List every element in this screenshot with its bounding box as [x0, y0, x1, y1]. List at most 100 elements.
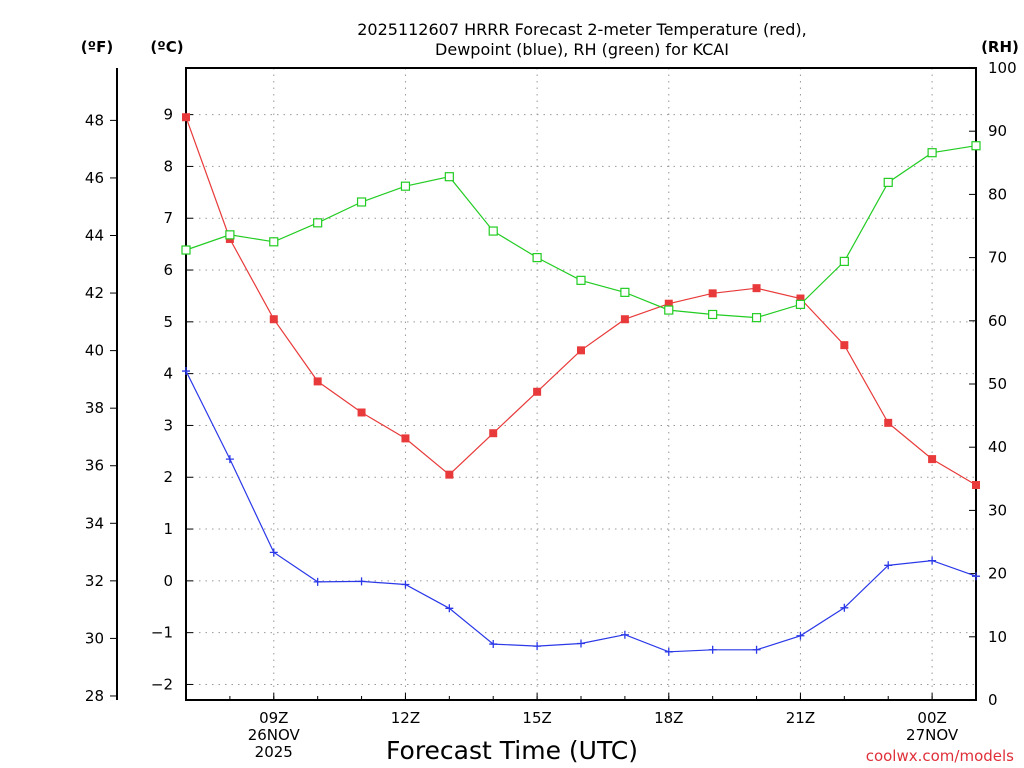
data-point	[796, 631, 805, 640]
data-point	[664, 299, 673, 308]
chart-title-line2: Dewpoint (blue), RH (green) for KCAI	[435, 40, 729, 59]
fahrenheit-tick-label: 32	[85, 572, 104, 590]
celsius-tick-label: −2	[151, 675, 173, 693]
data-point	[883, 177, 893, 187]
data-point	[928, 455, 937, 464]
data-point	[269, 548, 278, 557]
series-line	[185, 116, 977, 486]
data-point	[576, 275, 586, 285]
celsius-tick-label: 6	[163, 261, 173, 279]
plot-frame	[185, 67, 977, 701]
data-point	[488, 226, 498, 236]
data-point	[796, 294, 805, 303]
celsius-tick-label: 2	[163, 468, 173, 486]
data-point	[356, 197, 367, 207]
data-point	[752, 645, 761, 654]
data-point	[620, 315, 629, 324]
data-point	[752, 284, 761, 293]
x-tick-label: 15Z	[522, 709, 551, 727]
rh-unit-label: (RH)	[981, 38, 1019, 56]
data-point	[927, 148, 937, 158]
celsius-tick-label: 8	[163, 157, 173, 175]
data-point	[182, 113, 190, 122]
rh-tick-label: 100	[988, 59, 1017, 77]
data-point	[884, 418, 893, 427]
data-point	[269, 237, 279, 247]
data-point	[972, 572, 980, 581]
series-2-meter-temperature	[182, 113, 980, 490]
data-point	[708, 309, 718, 320]
data-point	[444, 172, 454, 182]
data-point	[577, 639, 585, 648]
celsius-tick-label: 9	[163, 106, 173, 124]
data-point	[357, 408, 366, 417]
celsius-unit-label: (ºC)	[150, 38, 183, 56]
data-point	[400, 181, 411, 191]
rh-tick-label: 10	[988, 628, 1007, 646]
fahrenheit-tick-label: 30	[85, 629, 104, 647]
fahrenheit-tick-label: 48	[85, 111, 104, 129]
x-tick-label: 00Z	[917, 709, 946, 727]
x-tick-label: 18Z	[654, 709, 683, 727]
credit-text: coolwx.com/models	[866, 747, 1014, 765]
rh-tick-label: 50	[988, 375, 1007, 393]
data-point	[840, 341, 849, 350]
rh-tick-label: 30	[988, 501, 1007, 519]
x-tick-label: 2025	[255, 743, 293, 761]
data-point	[313, 218, 323, 228]
celsius-tick-label: 5	[163, 313, 173, 331]
data-point	[225, 455, 234, 464]
data-point	[972, 481, 980, 490]
series-line	[185, 370, 977, 653]
data-point	[928, 556, 937, 565]
celsius-tick-label: 3	[163, 416, 173, 434]
data-point	[445, 470, 454, 479]
rh-tick-label: 80	[988, 185, 1007, 203]
fahrenheit-tick-label: 28	[85, 687, 104, 705]
data-point	[313, 577, 322, 586]
data-point	[971, 141, 981, 151]
fahrenheit-tick-label: 42	[85, 284, 104, 302]
series-line	[185, 145, 977, 319]
data-point	[313, 377, 322, 386]
data-point	[840, 603, 849, 612]
rh-tick-label: 60	[988, 312, 1007, 330]
data-point	[751, 313, 762, 323]
fahrenheit-unit-label: (ºF)	[81, 38, 113, 56]
data-point	[489, 640, 498, 649]
chart-title-line1: 2025112607 HRRR Forecast 2-meter Tempera…	[357, 20, 807, 39]
data-point	[708, 645, 717, 654]
x-tick-label: 21Z	[786, 709, 815, 727]
x-tick-label: 27NOV	[906, 726, 959, 744]
rh-tick-label: 70	[988, 249, 1007, 267]
data-point	[533, 642, 542, 651]
fahrenheit-tick-label: 46	[85, 169, 104, 187]
rh-tick-label: 90	[988, 122, 1007, 140]
data-point	[181, 245, 191, 255]
data-series	[181, 113, 981, 656]
fahrenheit-tick-label: 36	[85, 457, 104, 475]
fahrenheit-tick-label: 38	[85, 399, 104, 417]
data-point	[401, 434, 410, 443]
x-axis-title: Forecast Time (UTC)	[386, 736, 638, 765]
data-point	[533, 387, 542, 396]
celsius-tick-label: 0	[163, 572, 173, 590]
data-point	[401, 580, 410, 589]
series-dewpoint	[182, 367, 980, 656]
data-point	[664, 647, 673, 656]
data-point	[664, 305, 674, 315]
rh-tick-label: 20	[988, 565, 1007, 583]
x-tick-label: 26NOV	[248, 726, 301, 744]
data-point	[795, 299, 806, 309]
x-tick-label: 09Z	[259, 709, 288, 727]
data-point	[532, 253, 542, 263]
fahrenheit-tick-label: 34	[85, 514, 104, 532]
celsius-tick-label: 4	[163, 365, 173, 383]
data-point	[357, 577, 366, 586]
rh-tick-label: 40	[988, 438, 1007, 456]
data-point	[620, 630, 629, 639]
series-rh	[181, 141, 981, 323]
celsius-tick-label: −1	[151, 624, 173, 642]
data-point	[182, 367, 190, 376]
